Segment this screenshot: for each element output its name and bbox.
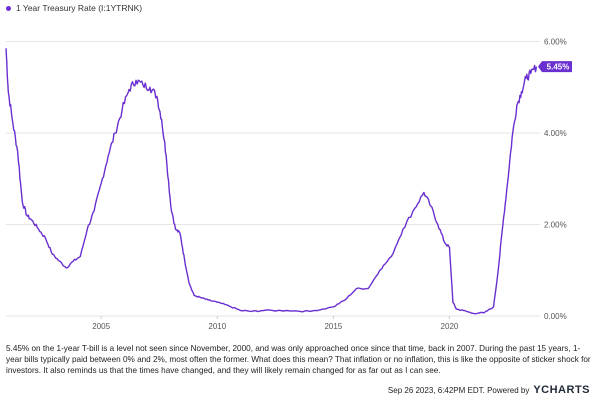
series-line	[5, 48, 538, 315]
chart-caption: 5.45% on the 1-year T-bill is a level no…	[6, 344, 591, 375]
y-tick-label: 0.00%	[544, 312, 567, 321]
x-tick-label: 2005	[92, 322, 110, 331]
x-tick-label: 2015	[324, 322, 342, 331]
ycharts-logo[interactable]: YCHARTS	[533, 384, 590, 396]
line-chart: 0.00% 2.00% 4.00% 6.00% 2005 2010 2015 2020 5.45…	[5, 37, 572, 331]
legend-marker	[6, 5, 11, 11]
y-tick-label: 4.00%	[544, 129, 567, 138]
last-value-label: 5.45%	[547, 63, 570, 72]
last-value-badge	[538, 61, 572, 73]
x-tick-label: 2020	[441, 322, 459, 331]
footer-timestamp: Sep 26 2023, 6:42PM EDT. Powered by	[387, 386, 530, 395]
y-tick-label: 2.00%	[544, 220, 567, 229]
x-tick-label: 2010	[208, 322, 226, 331]
y-tick-label: 6.00%	[544, 37, 567, 46]
chart-footer: Sep 26 2023, 6:42PM EDT. Powered by YCHA…	[388, 384, 590, 396]
chart-legend: 1 Year Treasury Rate (I:1YTRNK)	[6, 2, 142, 14]
legend-label: 1 Year Treasury Rate (I:1YTRNK)	[16, 3, 143, 13]
